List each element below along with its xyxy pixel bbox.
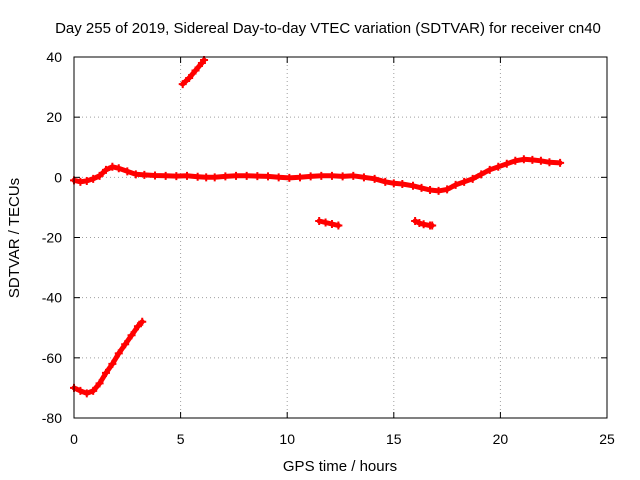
data-point <box>121 340 130 349</box>
data-point <box>327 219 336 228</box>
data-point <box>285 173 294 182</box>
data-point <box>338 172 347 181</box>
data-point <box>242 171 251 180</box>
x-tick-label: 15 <box>386 431 402 447</box>
x-tick-label: 20 <box>493 431 509 447</box>
data-point <box>415 219 424 228</box>
data-point <box>89 174 98 183</box>
data-point <box>426 185 435 194</box>
data-point <box>494 162 503 171</box>
data-point <box>114 349 123 358</box>
data-point <box>408 181 417 190</box>
data-point <box>468 174 477 183</box>
data-point <box>151 171 160 180</box>
data-point <box>123 167 132 176</box>
data-point <box>202 173 211 182</box>
x-tick-label: 0 <box>70 431 78 447</box>
data-point <box>545 158 554 167</box>
data-point <box>185 74 194 83</box>
data-point <box>295 173 304 182</box>
data-point <box>411 216 420 225</box>
x-tick-label: 25 <box>599 431 615 447</box>
data-point <box>274 173 283 182</box>
x-tick-label: 10 <box>279 431 295 447</box>
y-tick-label: 20 <box>46 109 62 125</box>
data-point <box>253 172 262 181</box>
x-axis-label: GPS time / hours <box>283 458 397 475</box>
data-point <box>210 173 219 182</box>
data-point <box>182 171 191 180</box>
series-segment-16h <box>411 216 437 230</box>
data-point <box>133 322 142 331</box>
y-axis-label: SDTVAR / TECUs <box>6 178 23 298</box>
data-point <box>138 317 147 326</box>
data-point <box>327 171 336 180</box>
y-tick-label: -60 <box>42 350 62 366</box>
data-point <box>398 179 407 188</box>
data-point <box>108 359 117 368</box>
data-point <box>108 162 117 171</box>
series-upper-arc <box>178 56 209 89</box>
data-point <box>306 172 315 181</box>
data-point <box>232 171 241 180</box>
series-layer <box>70 56 565 398</box>
y-tick-label: 40 <box>46 49 62 65</box>
data-point <box>389 179 398 188</box>
data-point <box>511 156 520 165</box>
data-point <box>381 177 390 186</box>
data-point <box>82 176 91 185</box>
x-tick-label: 5 <box>177 431 185 447</box>
data-point <box>556 158 565 167</box>
chart-title: Day 255 of 2019, Sidereal Day-to-day VTE… <box>55 20 601 37</box>
data-point <box>127 331 136 340</box>
data-point <box>101 368 110 377</box>
data-point <box>334 221 343 230</box>
data-point <box>434 186 443 195</box>
series-lower-arc <box>70 317 147 398</box>
ticks: 0 5 10 15 20 25 -80 -60 -40 -20 0 20 40 <box>42 49 615 447</box>
data-point <box>264 172 273 181</box>
data-point <box>172 172 181 181</box>
data-point <box>321 218 330 227</box>
y-tick-label: -20 <box>42 230 62 246</box>
data-point <box>359 173 368 182</box>
series-main <box>70 155 565 195</box>
data-point <box>140 170 149 179</box>
data-point <box>221 172 230 181</box>
data-point <box>536 156 545 165</box>
data-point <box>502 159 511 168</box>
data-point <box>477 170 486 179</box>
data-point <box>428 221 437 230</box>
data-point <box>419 220 428 229</box>
data-point <box>315 216 324 225</box>
data-point <box>417 183 426 192</box>
data-point <box>101 165 110 174</box>
data-point <box>161 171 170 180</box>
data-point <box>114 164 123 173</box>
data-point <box>451 180 460 189</box>
data-point <box>178 80 187 89</box>
data-point <box>89 386 98 395</box>
data-point <box>460 177 469 186</box>
data-point <box>76 386 85 395</box>
y-tick-label: -40 <box>42 290 62 306</box>
data-point <box>193 172 202 181</box>
data-point <box>370 174 379 183</box>
series-segment-12h <box>315 216 343 230</box>
data-point <box>131 170 140 179</box>
data-point <box>82 389 91 398</box>
data-point <box>443 185 452 194</box>
y-tick-label: -80 <box>42 410 62 426</box>
data-point <box>528 155 537 164</box>
data-point <box>485 165 494 174</box>
data-point <box>317 171 326 180</box>
data-point <box>95 379 104 388</box>
data-point <box>349 171 358 180</box>
data-point <box>191 66 200 75</box>
data-point <box>95 171 104 180</box>
y-tick-label: 0 <box>54 169 62 185</box>
data-point <box>519 155 528 164</box>
